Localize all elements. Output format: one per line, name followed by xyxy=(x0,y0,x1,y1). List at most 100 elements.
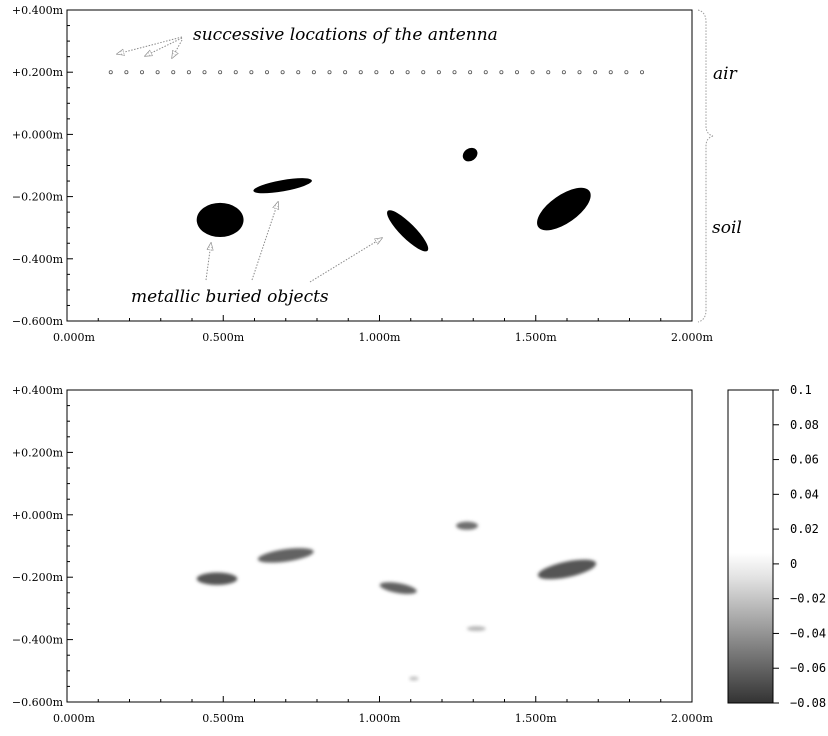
scene-y-tick-label: −0.600m xyxy=(12,315,64,328)
reconstruction-plot-frame xyxy=(66,389,693,703)
antenna-location xyxy=(264,70,269,75)
scene-plot-frame xyxy=(66,9,693,322)
scene-axis-ticks xyxy=(66,9,693,322)
scene-y-tick-label: −0.200m xyxy=(12,191,64,204)
antenna-arrow xyxy=(117,36,183,54)
antenna-location xyxy=(218,70,223,75)
antenna-locations xyxy=(108,70,645,75)
colorbar-tick-label: −0.08 xyxy=(790,696,826,710)
buried-object xyxy=(253,178,312,194)
scene-y-tick-label: −0.400m xyxy=(12,253,64,266)
air-soil-braces xyxy=(697,9,714,323)
colorbar-tick-label: −0.04 xyxy=(790,626,826,640)
antenna-annotation-arrows xyxy=(117,36,183,58)
colorbar-frame xyxy=(727,389,774,704)
antenna-location xyxy=(171,70,176,75)
buried-object xyxy=(387,210,429,252)
antenna-location xyxy=(546,70,551,75)
antenna-location xyxy=(327,70,332,75)
reconstruction-blob xyxy=(379,582,417,595)
reconstruction-blob xyxy=(537,559,597,580)
reconstruction-blobs xyxy=(196,521,597,681)
antenna-location xyxy=(577,70,582,75)
antenna-location xyxy=(624,70,629,75)
reconstruction-blob xyxy=(456,521,478,530)
antenna-location xyxy=(374,70,379,75)
antenna-location xyxy=(280,70,285,75)
antenna-arrow xyxy=(145,37,183,56)
reconstruction-blob xyxy=(467,626,486,632)
scene-panel: +0.400m +0.200m +0.000m −0.200m −0.400m −0.60… xyxy=(12,4,742,344)
reconstruction-y-tick-label: +0.400m xyxy=(12,384,64,397)
colorbar-tick-label: 0.08 xyxy=(790,418,819,432)
antenna-location xyxy=(108,70,113,75)
antenna-location xyxy=(186,70,191,75)
antenna-location xyxy=(124,70,129,75)
antenna-location xyxy=(343,70,348,75)
reconstruction-x-tick-label: 1.500m xyxy=(515,712,557,725)
antenna-location xyxy=(405,70,410,75)
scene-x-tick-label: 2.000m xyxy=(671,331,713,344)
colorbar-tick-label: 0.04 xyxy=(790,487,819,501)
scene-y-tick-label: +0.400m xyxy=(12,4,64,17)
colorbar-tick-label: −0.06 xyxy=(790,661,826,675)
colorbar-ticks: 0.1 0.08 0.06 0.04 0.02 0 −0.02 −0.04 −0.06 −0.08 xyxy=(773,383,826,710)
antenna-location xyxy=(499,70,504,75)
antenna-location xyxy=(436,70,441,75)
reconstruction-axis-ticks xyxy=(66,389,693,703)
object-arrow xyxy=(309,238,382,283)
antenna-location xyxy=(452,70,457,75)
reconstruction-x-tick-label: 1.000m xyxy=(359,712,401,725)
buried-object xyxy=(462,147,478,162)
colorbar-tick-label: −0.02 xyxy=(790,592,826,606)
colorbar: 0.1 0.08 0.06 0.04 0.02 0 −0.02 −0.04 −0.06 −0.08 xyxy=(727,383,826,710)
reconstruction-panel: +0.400m +0.200m +0.000m −0.200m −0.400m −0.60… xyxy=(12,383,826,725)
antenna-location xyxy=(421,70,426,75)
reconstruction-x-tick-label: 0.500m xyxy=(202,712,244,725)
scene-y-tick-label: +0.000m xyxy=(12,128,64,141)
reconstruction-blob xyxy=(196,572,238,585)
soil-brace xyxy=(697,135,714,323)
antenna-annotation: successive locations of the antenna xyxy=(193,25,498,45)
antenna-location xyxy=(233,70,238,75)
reconstruction-x-tick-label: 0.000m xyxy=(53,712,95,725)
objects-annotation-arrows xyxy=(206,202,382,283)
scene-y-tick-label: +0.200m xyxy=(12,66,64,79)
antenna-location xyxy=(155,70,160,75)
antenna-location xyxy=(296,70,301,75)
antenna-location xyxy=(311,70,316,75)
antenna-location xyxy=(515,70,520,75)
antenna-location xyxy=(561,70,566,75)
object-arrow xyxy=(206,243,211,281)
scene-x-tick-label: 1.000m xyxy=(359,331,401,344)
antenna-location xyxy=(483,70,488,75)
antenna-location xyxy=(608,70,613,75)
buried-object xyxy=(196,202,244,238)
reconstruction-y-tick-label: −0.200m xyxy=(12,571,64,584)
colorbar-gradient xyxy=(728,390,773,703)
antenna-location xyxy=(389,70,394,75)
reconstruction-y-tick-label: −0.400m xyxy=(12,634,64,647)
reconstruction-tick-labels: +0.400m +0.200m +0.000m −0.200m −0.400m −0.60… xyxy=(12,384,714,725)
antenna-location xyxy=(530,70,535,75)
reconstruction-x-tick-label: 2.000m xyxy=(671,712,713,725)
buried-objects xyxy=(196,147,591,252)
colorbar-tick-label: 0.06 xyxy=(790,453,819,467)
antenna-location xyxy=(358,70,363,75)
antenna-location xyxy=(468,70,473,75)
antenna-arrow xyxy=(172,39,183,58)
antenna-location xyxy=(640,70,645,75)
antenna-location xyxy=(593,70,598,75)
colorbar-tick-label: 0.02 xyxy=(790,522,819,536)
scene-x-tick-label: 0.000m xyxy=(53,331,95,344)
buried-object xyxy=(537,187,591,231)
reconstruction-blob xyxy=(257,548,314,563)
soil-label: soil xyxy=(712,218,742,238)
air-label: air xyxy=(713,64,738,84)
scene-x-tick-label: 1.500m xyxy=(515,331,557,344)
scene-x-tick-label: 0.500m xyxy=(202,331,244,344)
scene-tick-labels: +0.400m +0.200m +0.000m −0.200m −0.400m −0.60… xyxy=(12,4,714,344)
antenna-location xyxy=(202,70,207,75)
reconstruction-y-tick-label: −0.600m xyxy=(12,696,64,709)
